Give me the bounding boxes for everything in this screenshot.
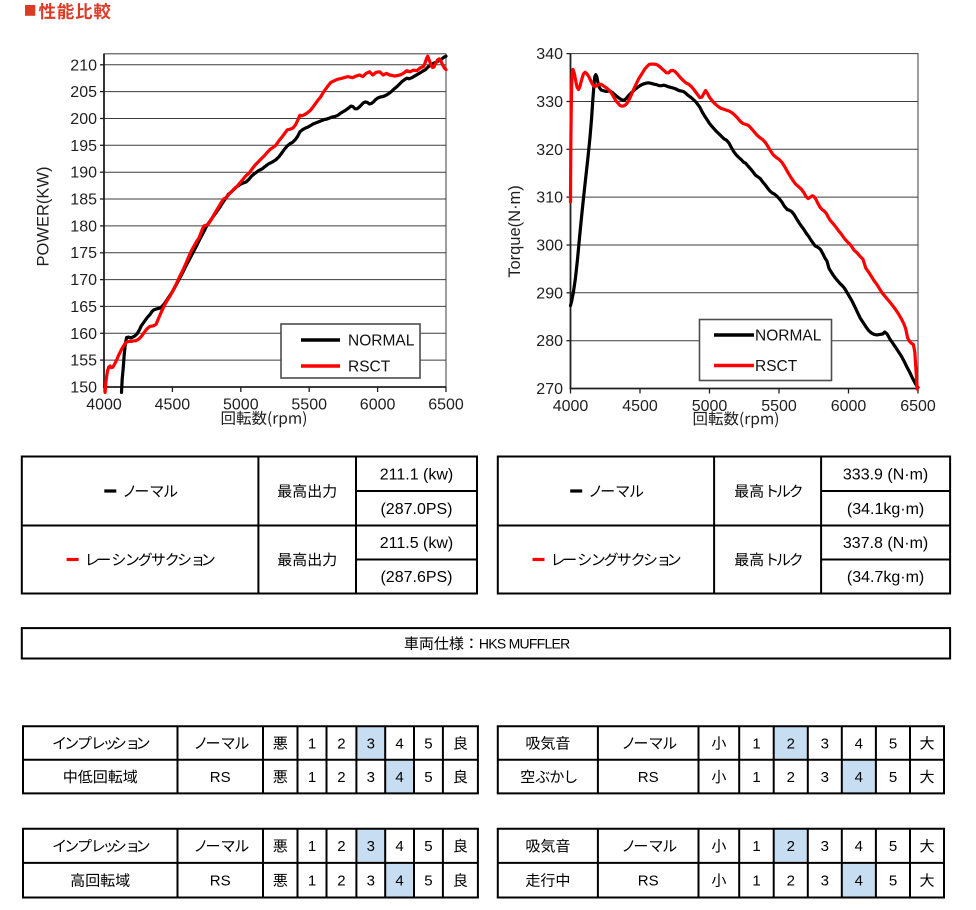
svg-text:(287.6PS): (287.6PS)	[380, 569, 452, 586]
svg-text:5500: 5500	[291, 397, 327, 414]
svg-text:185: 185	[70, 192, 97, 209]
svg-text:155: 155	[70, 353, 97, 370]
svg-text:Torque(N·m): Torque(N·m)	[506, 185, 524, 278]
svg-text:4: 4	[855, 873, 863, 890]
svg-text:150: 150	[70, 380, 97, 397]
svg-text:330: 330	[536, 94, 563, 111]
svg-text:1: 1	[308, 838, 316, 855]
svg-text:6500: 6500	[900, 398, 936, 415]
svg-text:340: 340	[536, 46, 563, 63]
svg-text:2: 2	[337, 873, 345, 890]
svg-text:5: 5	[889, 838, 897, 855]
svg-text:4000: 4000	[553, 398, 589, 415]
svg-text:5: 5	[889, 735, 897, 752]
svg-text:3: 3	[367, 735, 375, 752]
svg-text:1: 1	[308, 873, 316, 890]
svg-text:4: 4	[395, 873, 403, 890]
svg-text:RSCT: RSCT	[755, 358, 798, 375]
svg-text:190: 190	[70, 165, 97, 182]
svg-text:5: 5	[889, 873, 897, 890]
svg-text:280: 280	[536, 333, 563, 350]
svg-text:3: 3	[821, 873, 829, 890]
svg-text:300: 300	[536, 238, 563, 255]
svg-text:5500: 5500	[761, 398, 797, 415]
svg-text:290: 290	[536, 285, 563, 302]
svg-text:NORMAL: NORMAL	[755, 328, 822, 345]
svg-text:211.5 (kw): 211.5 (kw)	[380, 535, 454, 552]
svg-text:2: 2	[787, 838, 795, 855]
svg-text:4: 4	[395, 769, 403, 786]
svg-text:3: 3	[367, 873, 375, 890]
svg-text:3: 3	[821, 838, 829, 855]
svg-text:3: 3	[821, 735, 829, 752]
svg-text:(34.1kg·m): (34.1kg·m)	[847, 501, 924, 518]
svg-text:195: 195	[70, 138, 97, 155]
svg-text:2: 2	[337, 735, 345, 752]
svg-text:5: 5	[424, 769, 432, 786]
svg-text:1: 1	[308, 769, 316, 786]
svg-text:4: 4	[855, 769, 863, 786]
svg-text:165: 165	[70, 299, 97, 316]
svg-text:2: 2	[787, 873, 795, 890]
svg-text:2: 2	[787, 735, 795, 752]
svg-text:(34.7kg·m): (34.7kg·m)	[847, 569, 924, 586]
svg-text:4: 4	[855, 735, 863, 752]
svg-text:4500: 4500	[155, 397, 191, 414]
svg-text:5: 5	[424, 838, 432, 855]
svg-text:333.9 (N·m): 333.9 (N·m)	[843, 466, 928, 483]
svg-text:3: 3	[367, 838, 375, 855]
svg-text:5: 5	[889, 769, 897, 786]
svg-text:RS: RS	[638, 769, 659, 786]
svg-text:5000: 5000	[223, 397, 259, 414]
svg-text:337.8 (N·m): 337.8 (N·m)	[843, 535, 928, 552]
svg-text:4000: 4000	[86, 397, 122, 414]
svg-text:180: 180	[70, 218, 97, 235]
svg-text:320: 320	[536, 142, 563, 159]
svg-text:5000: 5000	[692, 398, 728, 415]
svg-text:3: 3	[821, 769, 829, 786]
svg-text:2: 2	[337, 838, 345, 855]
svg-text:211.1 (kw): 211.1 (kw)	[380, 466, 454, 483]
svg-text:POWER(KW): POWER(KW)	[35, 167, 53, 267]
svg-text:270: 270	[536, 381, 563, 398]
svg-text:6000: 6000	[360, 397, 396, 414]
svg-text:6000: 6000	[831, 398, 867, 415]
svg-text:1: 1	[308, 735, 316, 752]
svg-text:4: 4	[395, 735, 403, 752]
svg-text:2: 2	[337, 769, 345, 786]
svg-text:310: 310	[536, 190, 563, 207]
svg-text:4: 4	[395, 838, 403, 855]
svg-text:6500: 6500	[428, 397, 464, 414]
svg-text:4500: 4500	[622, 398, 658, 415]
svg-text:200: 200	[70, 111, 97, 128]
svg-text:5: 5	[424, 873, 432, 890]
svg-text:RS: RS	[210, 873, 231, 890]
svg-text:1: 1	[752, 873, 760, 890]
svg-text:2: 2	[787, 769, 795, 786]
svg-text:RSCT: RSCT	[348, 359, 391, 376]
svg-text:4: 4	[855, 838, 863, 855]
svg-text:HKS MUFFLER: HKS MUFFLER	[479, 635, 570, 651]
svg-text:160: 160	[70, 326, 97, 343]
svg-text:RS: RS	[638, 873, 659, 890]
svg-text:3: 3	[367, 769, 375, 786]
svg-text:(287.0PS): (287.0PS)	[380, 501, 452, 518]
svg-text:210: 210	[70, 57, 97, 74]
svg-text:175: 175	[70, 245, 97, 262]
svg-text:1: 1	[752, 769, 760, 786]
svg-text:205: 205	[70, 84, 97, 101]
svg-text:170: 170	[70, 272, 97, 289]
svg-text:1: 1	[752, 735, 760, 752]
svg-text:1: 1	[752, 838, 760, 855]
svg-text:5: 5	[424, 735, 432, 752]
svg-text:RS: RS	[210, 769, 231, 786]
svg-text:NORMAL: NORMAL	[348, 333, 415, 350]
